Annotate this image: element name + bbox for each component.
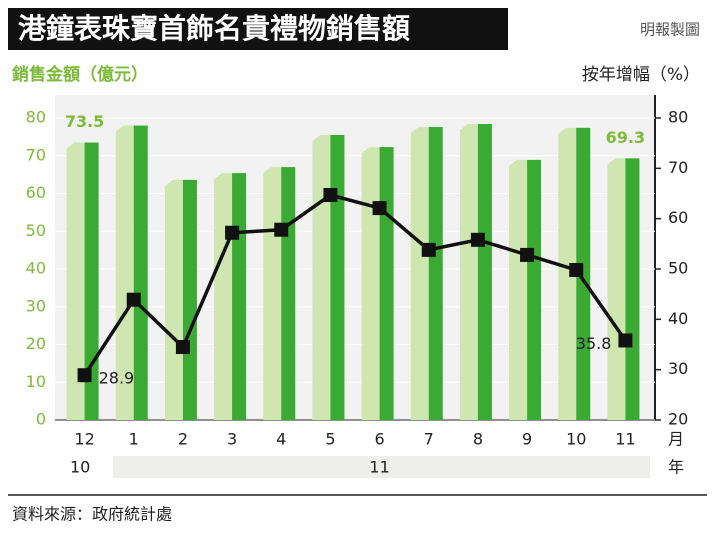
x-group-band [113,456,650,478]
bar [182,179,197,420]
line-marker [175,340,190,355]
bar [428,127,443,420]
line-value-label: 28.9 [99,369,135,388]
bar-shade [459,130,478,421]
x-tick-label: 4 [276,430,286,449]
x-tick-label: 7 [424,430,434,449]
bar [133,125,148,421]
bar [527,159,542,420]
x-tick-label: 8 [473,430,483,449]
x-unit: 月 [668,430,684,449]
line-marker [421,242,436,257]
line-value-label: 35.8 [576,334,612,353]
line-marker [323,188,338,203]
bar-shade [607,164,626,420]
x-group-unit: 年 [668,458,684,477]
x-tick-label: 9 [522,430,532,449]
bar-value-label: 73.5 [65,112,104,131]
bar-value-label: 69.3 [606,128,645,147]
bar-shade [361,153,380,420]
x-group-label: 11 [369,458,389,477]
bar [477,124,492,420]
line [83,193,627,377]
bar [84,142,99,420]
y-tick-label: 80 [26,108,46,127]
y2-tick-label: 60 [668,208,688,227]
x-tick-label: 12 [74,430,94,449]
bar [281,167,296,420]
bar-shade [263,173,282,420]
credit: 明報製圖 [640,21,700,39]
x-group-label: 10 [70,458,90,477]
bar-shade [558,133,577,420]
line-marker [126,292,141,307]
bar [232,173,247,420]
line-marker [77,368,92,383]
bar [379,147,394,420]
y-tick-label: 30 [26,296,46,315]
y-tick-label: 0 [36,410,46,429]
y-tick-label: 20 [26,334,46,353]
bar-shade [214,179,233,420]
y-tick-label: 10 [26,372,46,391]
x-tick-label: 11 [615,430,635,449]
y2-tick-label: 40 [668,309,688,328]
line-marker [372,201,387,216]
y-tick-label: 70 [26,145,46,164]
y-tick-label: 60 [26,183,46,202]
y-axis-label: 銷售金額（億元） [12,64,148,85]
bar-shade [312,140,331,421]
y2-tick-label: 70 [668,158,688,177]
chart-title: 港鐘表珠寶首飾名貴禮物銷售額 [18,12,410,45]
x-tick-label: 3 [227,430,237,449]
bar-shade [509,165,528,420]
y2-tick-label: 20 [668,410,688,429]
bar-shade [66,148,85,420]
line-marker [470,232,485,247]
line-marker [520,247,535,262]
line-marker [274,222,289,237]
y2-tick-label: 50 [668,259,688,278]
y-tick-label: 50 [26,221,46,240]
x-tick-label: 2 [178,430,188,449]
x-tick-label: 10 [566,430,586,449]
line-marker [225,225,240,240]
y2-axis-label: 按年增幅（%） [582,65,700,85]
x-tick-label: 6 [374,430,384,449]
source: 資料來源：政府統計處 [12,505,172,524]
plot-area [55,95,655,420]
bar-shade [115,131,134,421]
line-marker [618,333,633,348]
x-tick-label: 1 [129,430,139,449]
bar-shade [164,185,183,420]
y-tick-label: 40 [26,259,46,278]
y2-tick-label: 80 [668,108,688,127]
bar [625,158,640,420]
line-marker [569,263,584,278]
bar-shade [410,133,429,420]
x-tick-label: 5 [325,430,335,449]
title-bar [8,8,508,50]
y2-tick-label: 30 [668,359,688,378]
bar [330,134,345,421]
